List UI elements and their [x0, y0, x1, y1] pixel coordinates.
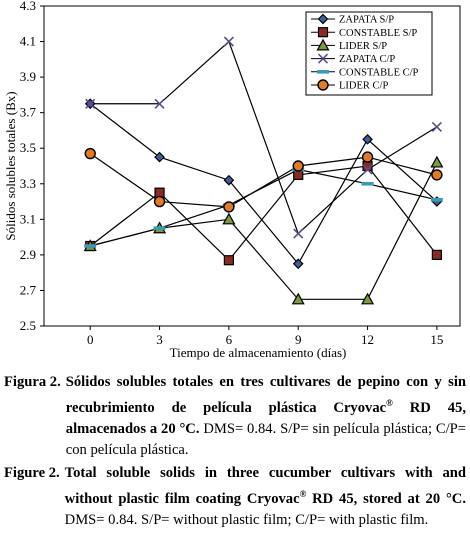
x-tick-label: 0 [87, 332, 94, 347]
plot-frame [43, 5, 461, 327]
data-point-marker [361, 151, 374, 163]
data-point-marker [292, 258, 304, 270]
y-tick-label: 2.5 [20, 318, 36, 333]
y-tick-label: 3.7 [20, 105, 37, 120]
series-line [89, 103, 438, 265]
legend-label: CONSTABLE C/P [339, 67, 419, 78]
legend-label: ZAPATA C/P [339, 54, 395, 65]
chart-legend: ZAPATA S/P CONSTABLE S/P LIDER S/P ZAPATA C… [305, 11, 433, 96]
series-line [89, 153, 438, 208]
legend-marker [317, 13, 329, 25]
data-point-marker [291, 292, 305, 305]
series-line [90, 168, 438, 247]
marker-stroke [362, 164, 373, 175]
y-tick-label: 2.9 [20, 247, 36, 262]
y-tick-label: 3.3 [20, 176, 36, 191]
legend-label: LIDER S/P [339, 41, 387, 52]
data-point-marker [84, 147, 96, 160]
caption-spanish: Figura 2. Sólidos solubles totales en tr… [4, 372, 466, 461]
data-point-marker [223, 36, 234, 47]
data-point-marker [223, 201, 235, 213]
series-line [90, 40, 438, 235]
y-axis-label: Sólidos solubles totales (Bx) [3, 91, 18, 240]
data-point-marker [84, 244, 97, 248]
legend-marker [317, 53, 329, 64]
x-tick-label: 6 [226, 332, 233, 347]
data-point-marker [223, 255, 234, 266]
data-point-marker [430, 197, 443, 202]
line-chart: 2.5 2.7 2.9 3.1 3.3 3.5 3.7 3.9 4.1 4.3 0 3 6 9 12 15 Z… [3, 0, 461, 360]
caption-label: Figura 2. [4, 374, 61, 390]
data-point-marker [362, 133, 373, 145]
data-point-marker [154, 151, 165, 163]
x-tick-label: 12 [361, 332, 374, 347]
series-line [90, 162, 438, 300]
y-tick-label: 4.1 [20, 34, 36, 49]
data-point-marker [362, 164, 373, 175]
legend-label: LIDER C/P [339, 81, 388, 92]
data-point-marker [154, 98, 165, 109]
data-point-marker [361, 181, 374, 186]
figure-captions: Figura 2. Sólidos solubles totales en tr… [4, 372, 466, 533]
data-point-marker [431, 121, 442, 132]
x-axis-label: Tiempo de almacenamiento (días) [170, 345, 347, 360]
legend-marker [317, 70, 329, 74]
series-line [89, 165, 438, 262]
marker-stroke [317, 53, 329, 64]
y-tick-label: 3.5 [20, 140, 36, 155]
legend-marker [317, 27, 329, 38]
data-point-marker [292, 160, 304, 172]
data-point-marker [153, 195, 166, 208]
chart-axes: 2.5 2.7 2.9 3.1 3.3 3.5 3.7 3.9 4.1 4.3 0 3 6 9 12 15 [20, 0, 461, 347]
y-tick-label: 4.3 [20, 0, 36, 13]
x-tick-label: 15 [430, 332, 443, 347]
legend-label: CONSTABLE S/P [339, 28, 417, 39]
data-point-marker [153, 226, 166, 231]
data-point-marker [430, 155, 444, 168]
marker-stroke [154, 98, 165, 109]
y-tick-label: 3.9 [20, 69, 36, 84]
y-tick-label: 3.1 [20, 211, 36, 226]
caption-label: Figure 2. [4, 464, 60, 481]
x-tick-label: 9 [295, 332, 302, 347]
caption-english: Figure 2. Total soluble solids in three … [4, 463, 466, 531]
legend-marker [316, 38, 330, 51]
data-point-marker [154, 187, 165, 198]
marker-stroke [431, 121, 442, 132]
marker-stroke [223, 36, 234, 47]
data-point-marker [222, 212, 236, 225]
data-point-marker [293, 169, 304, 180]
caption-text: Sólidos solubles totales en tres cultiva… [65, 374, 467, 458]
caption-text: Total soluble solids in three cucumber c… [64, 464, 466, 528]
marker-stroke [293, 228, 304, 239]
x-tick-label: 3 [156, 332, 163, 347]
legend-marker [317, 79, 329, 91]
data-point-marker [431, 249, 442, 260]
legend-label: ZAPATA S/P [339, 15, 394, 26]
series-lines [89, 40, 438, 300]
data-point-marker [85, 98, 96, 109]
data-point-marker [431, 169, 443, 181]
data-point-marker [293, 228, 304, 239]
marker-stroke [85, 98, 96, 109]
data-point-marker [361, 292, 375, 305]
y-tick-label: 2.7 [20, 282, 37, 297]
data-point-marker [223, 174, 235, 186]
series-markers [83, 36, 444, 305]
